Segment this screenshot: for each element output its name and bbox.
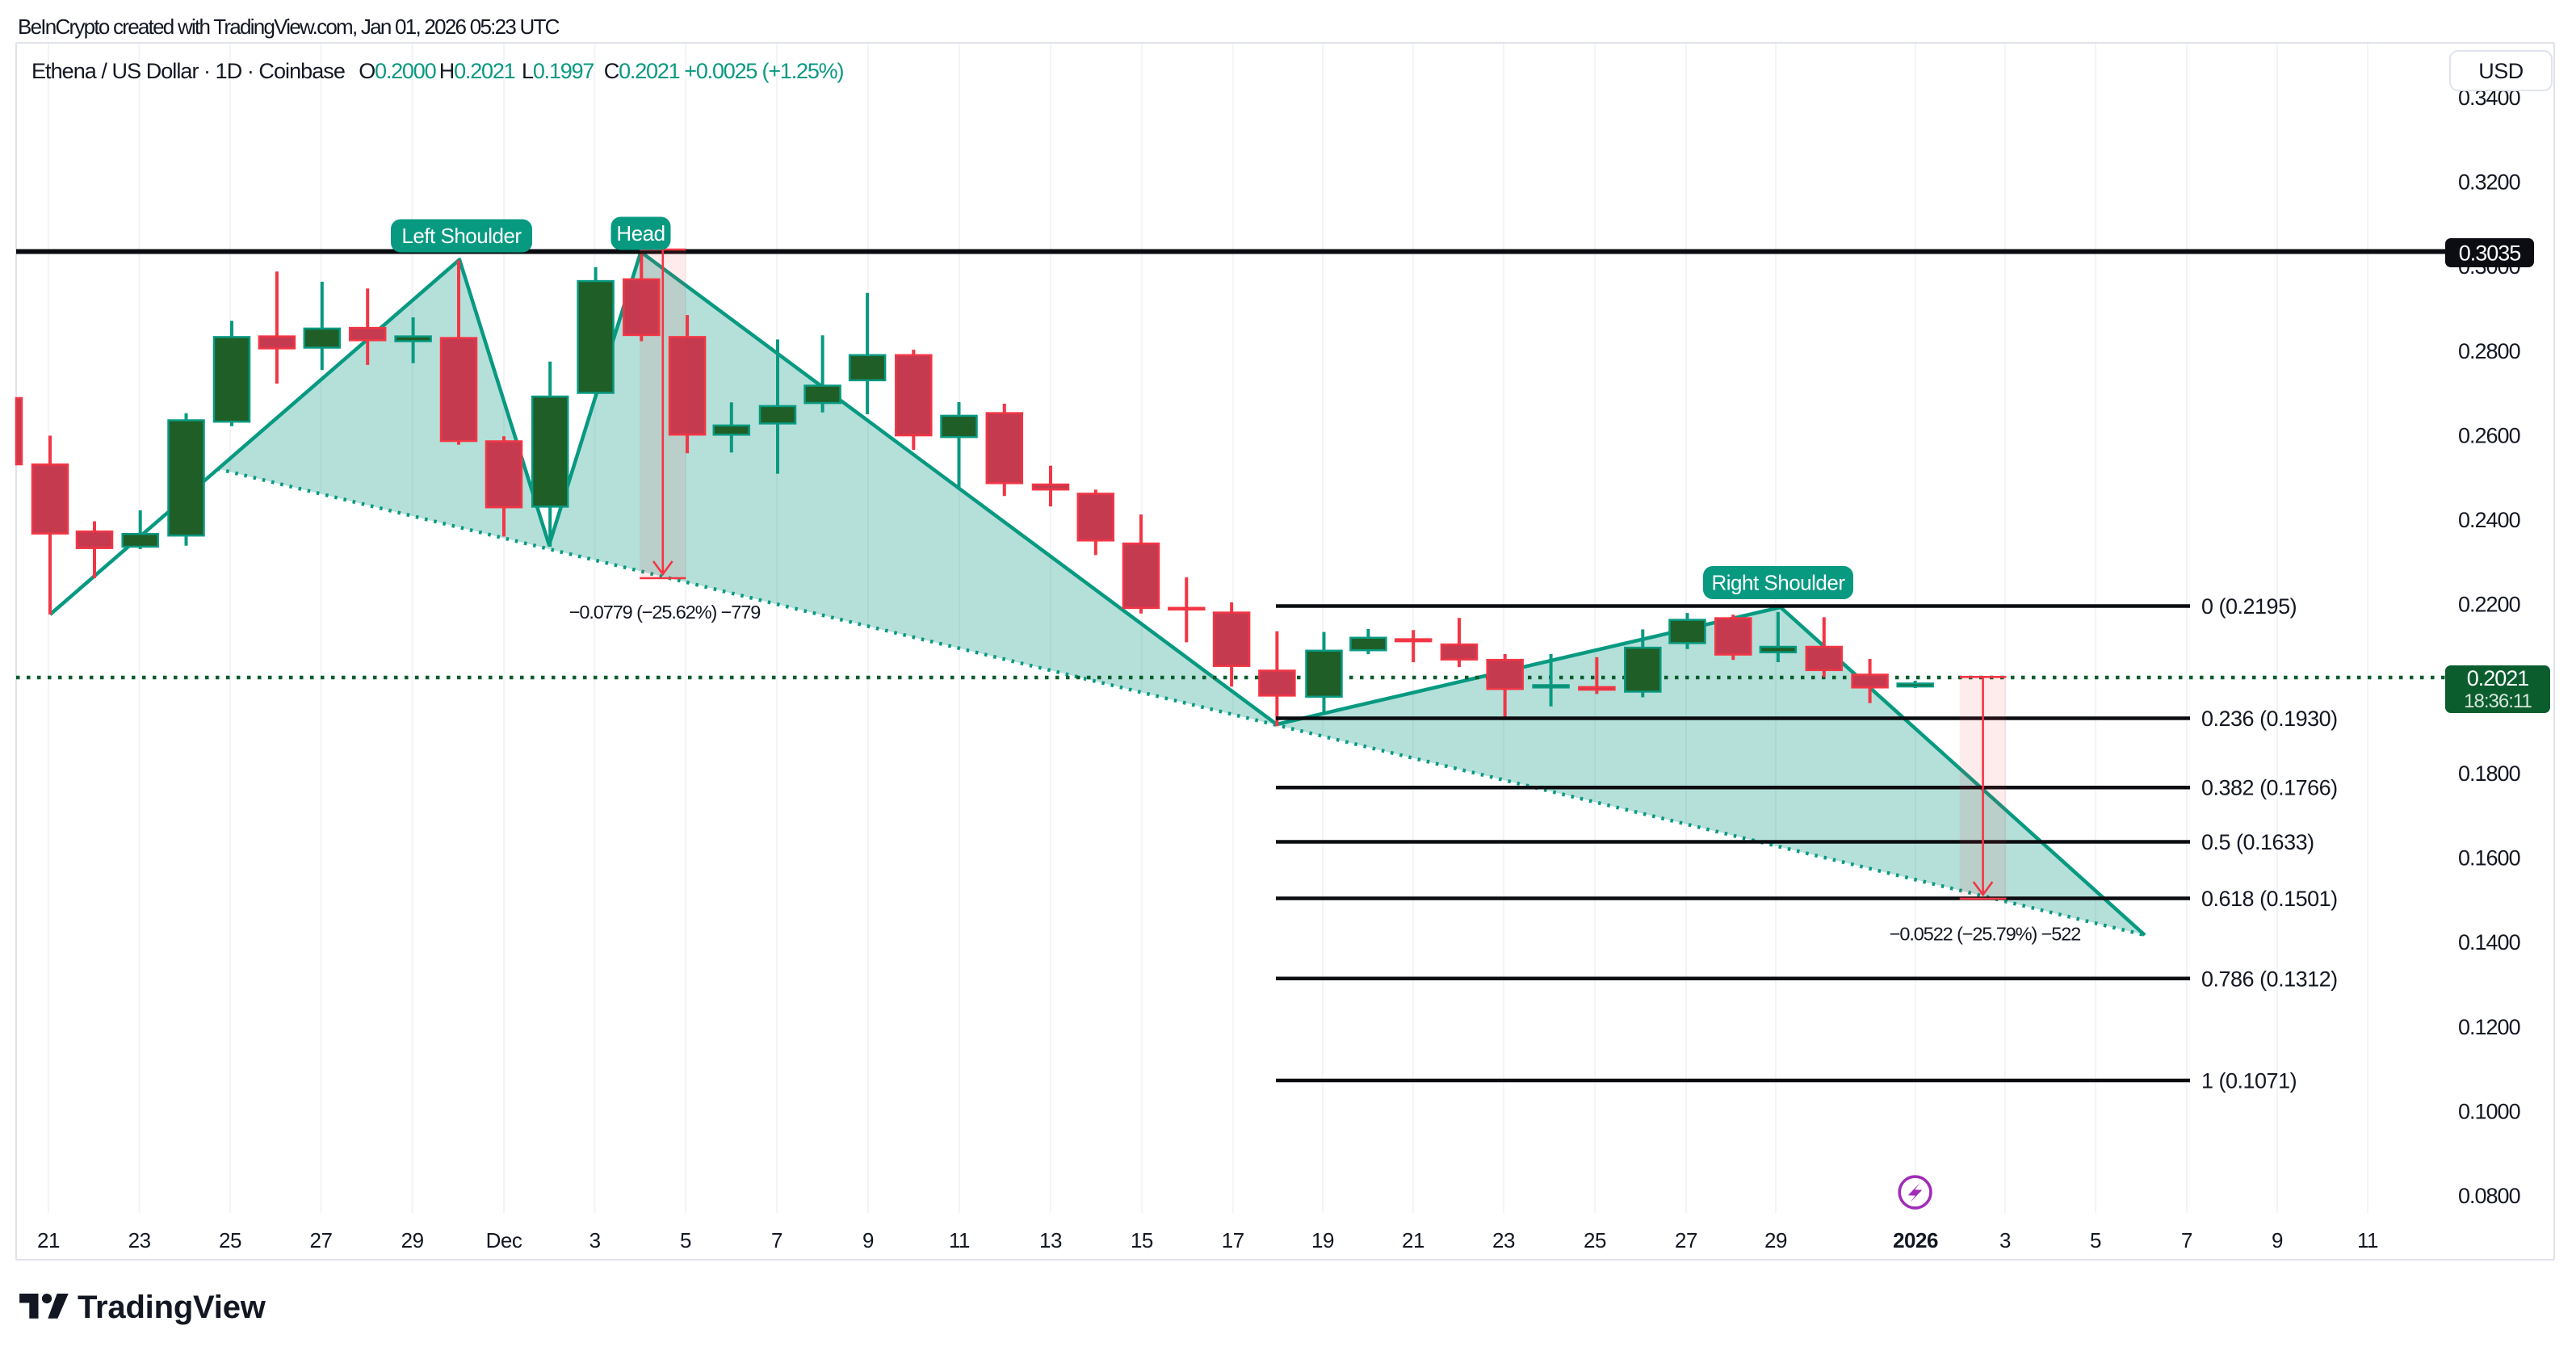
svg-text:0.1800: 0.1800 xyxy=(2458,761,2520,786)
svg-text:9: 9 xyxy=(862,1228,874,1252)
svg-text:0 (0.2195): 0 (0.2195) xyxy=(2201,594,2297,619)
svg-text:27: 27 xyxy=(1675,1228,1697,1252)
svg-text:15: 15 xyxy=(1131,1228,1153,1252)
svg-text:L0.1997: L0.1997 xyxy=(522,59,594,83)
svg-text:29: 29 xyxy=(401,1228,424,1252)
svg-text:BeInCrypto created with Tradin: BeInCrypto created with TradingView.com,… xyxy=(18,15,560,39)
svg-text:9: 9 xyxy=(2272,1228,2283,1252)
svg-text:21: 21 xyxy=(37,1228,60,1252)
svg-text:11: 11 xyxy=(949,1228,970,1252)
svg-text:0.5 (0.1633): 0.5 (0.1633) xyxy=(2201,830,2314,854)
svg-text:5: 5 xyxy=(680,1228,691,1252)
svg-text:18:36:11: 18:36:11 xyxy=(2464,690,2532,712)
svg-text:Ethena / US Dollar · 1D · Coin: Ethena / US Dollar · 1D · Coinbase xyxy=(31,59,345,83)
svg-text:−0.0779 (−25.62%) −779: −0.0779 (−25.62%) −779 xyxy=(569,602,760,623)
svg-text:0.0800: 0.0800 xyxy=(2458,1184,2520,1208)
svg-text:+0.0025 (+1.25%): +0.0025 (+1.25%) xyxy=(684,59,843,83)
svg-text:0.2600: 0.2600 xyxy=(2458,424,2520,448)
svg-text:19: 19 xyxy=(1311,1228,1334,1252)
svg-text:Left Shoulder: Left Shoulder xyxy=(401,224,522,248)
svg-text:1 (0.1071): 1 (0.1071) xyxy=(2201,1069,2297,1093)
svg-text:0.236 (0.1930): 0.236 (0.1930) xyxy=(2201,707,2338,731)
svg-text:3: 3 xyxy=(1999,1228,2011,1252)
svg-text:C0.2021: C0.2021 xyxy=(604,59,680,83)
svg-text:0.3200: 0.3200 xyxy=(2458,170,2520,195)
svg-text:23: 23 xyxy=(128,1228,151,1252)
svg-text:23: 23 xyxy=(1492,1228,1515,1252)
svg-text:0.382 (0.1766): 0.382 (0.1766) xyxy=(2201,776,2338,800)
svg-text:Head: Head xyxy=(616,221,665,245)
svg-text:0.2800: 0.2800 xyxy=(2458,339,2520,363)
svg-text:5: 5 xyxy=(2090,1228,2101,1252)
svg-text:17: 17 xyxy=(1222,1228,1244,1252)
svg-text:0.3035: 0.3035 xyxy=(2459,241,2521,266)
svg-text:0.1000: 0.1000 xyxy=(2458,1099,2520,1123)
svg-text:13: 13 xyxy=(1039,1228,1062,1252)
svg-text:0.786 (0.1312): 0.786 (0.1312) xyxy=(2201,967,2338,991)
svg-text:H0.2021: H0.2021 xyxy=(439,59,515,83)
svg-text:2026: 2026 xyxy=(1893,1228,1938,1252)
svg-text:7: 7 xyxy=(771,1228,782,1252)
svg-text:USD: USD xyxy=(2478,59,2524,83)
svg-text:27: 27 xyxy=(310,1228,333,1252)
svg-text:0.2021: 0.2021 xyxy=(2467,666,2529,690)
svg-text:0.2200: 0.2200 xyxy=(2458,593,2520,617)
svg-text:Right Shoulder: Right Shoulder xyxy=(1712,571,1846,595)
svg-text:25: 25 xyxy=(1584,1228,1606,1252)
svg-text:Dec: Dec xyxy=(486,1228,522,1252)
svg-text:0.1200: 0.1200 xyxy=(2458,1015,2520,1039)
svg-text:29: 29 xyxy=(1764,1228,1787,1252)
svg-text:25: 25 xyxy=(219,1228,241,1252)
svg-text:0.618 (0.1501): 0.618 (0.1501) xyxy=(2201,887,2338,911)
svg-text:−0.0522 (−25.79%) −522: −0.0522 (−25.79%) −522 xyxy=(1890,924,2080,945)
svg-text:7: 7 xyxy=(2181,1228,2192,1252)
svg-text:0.1400: 0.1400 xyxy=(2458,930,2520,954)
svg-text:3: 3 xyxy=(589,1228,601,1252)
svg-text:O0.2000: O0.2000 xyxy=(359,59,435,83)
svg-text:0.1600: 0.1600 xyxy=(2458,846,2520,870)
svg-text:21: 21 xyxy=(1402,1228,1424,1252)
svg-text:11: 11 xyxy=(2357,1228,2378,1252)
svg-text:TradingView: TradingView xyxy=(78,1290,266,1325)
svg-text:0.2400: 0.2400 xyxy=(2458,508,2520,532)
